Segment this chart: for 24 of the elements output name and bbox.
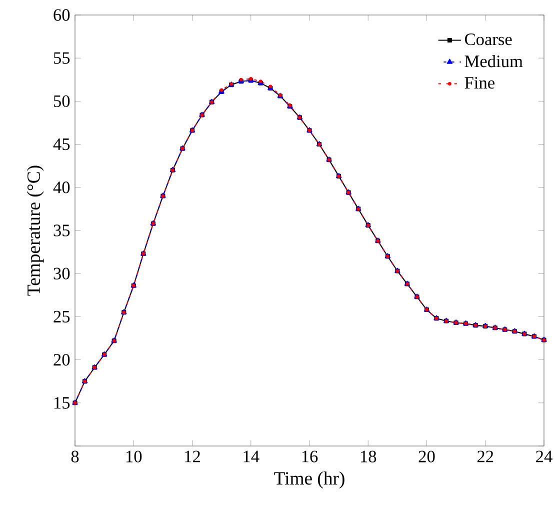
x-axis-title: Time (hr) [274, 472, 344, 488]
y-tick-label: 15 [54, 397, 70, 409]
y-tick-label: 55 [54, 52, 70, 64]
legend-label: Fine [464, 77, 494, 89]
x-tick-label: 18 [360, 450, 376, 462]
x-tick-label: 12 [185, 450, 200, 462]
x-tick-label: 20 [418, 450, 435, 462]
y-tick-label: 35 [54, 224, 70, 236]
legend-label: Medium [464, 55, 523, 68]
y-tick-label: 50 [54, 95, 70, 108]
y-tick-label: 25 [54, 310, 70, 323]
x-tick-label: 8 [71, 450, 79, 462]
y-tick-label: 40 [53, 182, 70, 194]
x-tick-label: 16 [302, 450, 318, 462]
x-tick-label: 24 [536, 450, 552, 462]
y-tick-label: 30 [54, 268, 70, 280]
y-tick-label: 45 [53, 138, 70, 150]
y-tick-label: 60 [54, 9, 70, 21]
x-tick-label: 14 [244, 450, 260, 462]
legend-label: Coarse [464, 34, 512, 46]
x-tick-label: 22 [477, 450, 494, 462]
x-tick-label: 10 [126, 450, 142, 462]
y-tick-label: 20 [54, 354, 70, 366]
y-axis-title: Temperature (°C) [26, 166, 44, 296]
